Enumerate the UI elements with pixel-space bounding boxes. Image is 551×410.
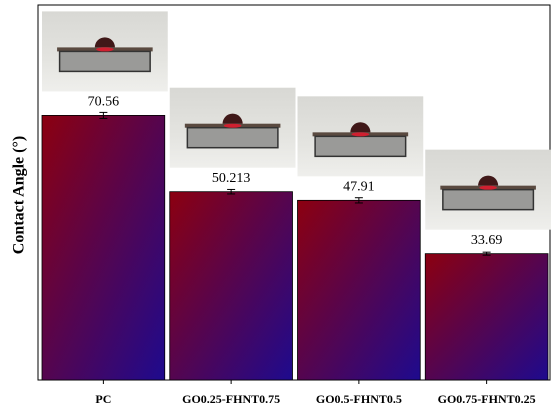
page: {"chart_data": {"type": "bar", "y_label"…: [0, 0, 551, 410]
bar: [170, 192, 293, 380]
value-label: 70.56: [88, 95, 120, 110]
value-label: 50.213: [212, 171, 251, 186]
photo: [425, 150, 551, 230]
sample-holder: [315, 136, 406, 156]
photo: [42, 11, 168, 91]
sample-holder: [60, 51, 151, 71]
droplet-reflection: [352, 132, 370, 136]
value-label: 33.69: [471, 233, 503, 248]
chart: Contact Angle (°) 70.56 PC 50.213 GO0.25-FH…: [0, 0, 551, 410]
value-label: 47.91: [343, 180, 375, 195]
bar: [42, 115, 165, 380]
droplet-reflection: [479, 186, 497, 190]
bar: [298, 200, 421, 380]
x-tick-label: GO0.75-FHNT0.25: [438, 392, 536, 406]
photo: [298, 96, 424, 176]
x-tick-label: GO0.25-FHNT0.75: [182, 392, 280, 406]
droplet-reflection: [224, 124, 242, 128]
sample-holder: [187, 128, 278, 148]
y-axis-label: Contact Angle (°): [11, 136, 28, 254]
x-tick-label: PC: [95, 392, 111, 406]
photo: [170, 88, 296, 168]
droplet-reflection: [96, 47, 114, 51]
sample-holder: [443, 190, 534, 210]
x-tick-label: GO0.5-FHNT0.5: [316, 392, 402, 406]
bar: [425, 254, 548, 380]
